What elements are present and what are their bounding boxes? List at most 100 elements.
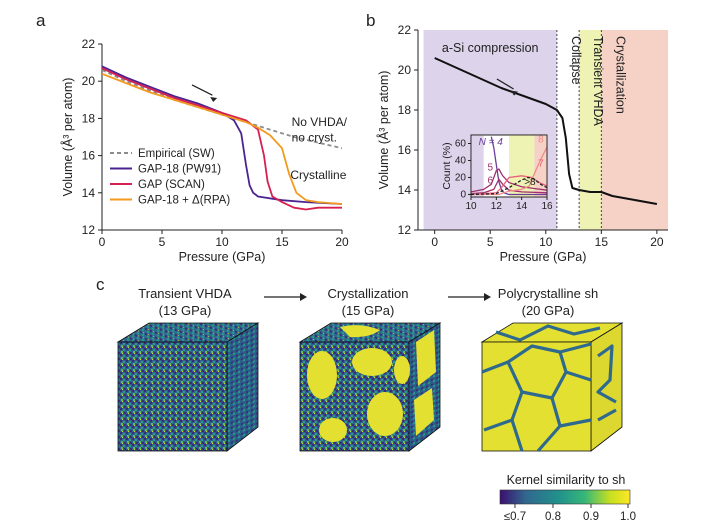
series-line-gap-scan- (102, 67, 342, 211)
stage-2-subtitle: (15 GPa) (342, 303, 395, 318)
colorbar-tick-label: 0.9 (583, 511, 599, 523)
inset-border (470, 134, 548, 198)
panel-b-plot: 0 5 10 15 20 12 14 16 18 20 22 Pressure (GPa) Volume… (376, 23, 668, 264)
panel-a-plot: 0 5 10 15 20 12 14 16 18 20 22 Pressure (GPa) Volume… (60, 37, 349, 264)
legend-label: Empirical (SW) (138, 148, 215, 160)
colorbar-title: Kernel similarity to sh (507, 473, 626, 487)
volume-curve (434, 57, 658, 205)
region-label-crystallization: Crystallization (613, 36, 627, 114)
y-tick-label: 22 (82, 37, 96, 51)
inset-content (471, 135, 547, 197)
legend: Empirical (SW) GAP-18 (PW91) GAP (SCAN) GAP… (110, 148, 230, 207)
inset-y-tick-label: 40 (455, 155, 467, 166)
colorbar-tick-label: 1.0 (620, 511, 636, 523)
inset-series-n-8 (471, 146, 547, 196)
x-tick-label: 0 (99, 235, 106, 249)
inset-region-compression (471, 135, 484, 197)
y-tick-label: 20 (398, 63, 412, 77)
y-tick-label: 18 (398, 103, 412, 117)
y-tick-label: 16 (82, 149, 96, 163)
panel-a-series (102, 65, 342, 211)
y-axis-label: Volume (Å³ per atom) (60, 78, 75, 197)
panel-letter-c: c (96, 275, 105, 294)
inset-y-tick-label: 0 (460, 189, 466, 200)
region-label-collapse: Collapse (569, 36, 583, 85)
annotation-no-vhda: No VHDA/ (292, 115, 348, 129)
y-tick-label: 16 (398, 143, 412, 157)
y-tick-label: 14 (398, 183, 412, 197)
stage-1-subtitle: (13 GPa) (159, 303, 212, 318)
y-tick-label: 12 (398, 223, 412, 237)
inset-x-tick-label: 10 (465, 201, 477, 212)
y-tick-label: 18 (82, 111, 96, 125)
stage-arrow-1 (264, 293, 307, 301)
regions (423, 30, 668, 230)
stage-3-title: Polycrystalline sh (498, 286, 598, 301)
stage-1-title: Transient VHDA (138, 286, 232, 301)
inset-series-label: 7 (538, 158, 544, 169)
x-tick-label: 20 (650, 235, 664, 249)
x-tick-label: 10 (215, 235, 229, 249)
region-label-transient-vhda: Transient VHDA (591, 36, 605, 127)
annotation-no-cryst: no cryst. (292, 131, 337, 145)
inset-series-n-5 (471, 168, 547, 193)
inset-x-tick-label: 16 (541, 201, 553, 212)
region-a-si-compression (423, 30, 557, 230)
colorbar-tick-label: 0.8 (545, 511, 561, 523)
direction-arrowhead (210, 96, 218, 102)
inset-series-label: 5 (487, 163, 493, 174)
x-tick-label: 0 (431, 235, 438, 249)
colorbar-tick-label: ≤0.7 (504, 511, 526, 523)
colorbar-gradient (499, 489, 631, 505)
legend-label: GAP-18 + Δ(RPA) (138, 195, 230, 207)
inset-series-n-gt8 (471, 176, 547, 196)
inset-series-label: 6 (487, 175, 493, 186)
inset-series-n-4 (490, 136, 547, 196)
inset-y-tick-label: 60 (455, 138, 467, 149)
x-axis-label: Pressure (GPa) (179, 250, 266, 264)
panel-letter-a: a (36, 11, 46, 30)
annotation-crystalline: Crystalline (290, 168, 346, 182)
inset-series-label: 8 (538, 135, 544, 146)
direction-arrow (191, 84, 213, 96)
cube-transient-vhda (116, 322, 260, 452)
legend-label: GAP (SCAN) (138, 179, 205, 191)
y-tick-label: 12 (82, 223, 96, 237)
inset-x-tick-label: 12 (491, 201, 503, 212)
series-line-gap-18-rpa- (102, 72, 342, 205)
direction-arrowhead (511, 90, 518, 96)
stage-2-title: Crystallization (328, 286, 409, 301)
inset-y-axis-label: Count (%) (441, 142, 453, 189)
region-collapse (556, 30, 580, 230)
legend-label: GAP-18 (PW91) (138, 164, 221, 176)
region-label-compression: a-Si compression (442, 41, 539, 55)
direction-arrow (496, 78, 514, 90)
inset-x-tick-label: 14 (516, 201, 528, 212)
stage-arrow-2 (448, 293, 491, 301)
inset-y-tick-label: 20 (455, 172, 467, 183)
x-tick-label: 5 (487, 235, 494, 249)
region-transient-vhda (579, 30, 602, 230)
panel-c-structures: Transient VHDA (13 GPa) Crystallization … (116, 286, 636, 523)
inset-series-n-6 (471, 177, 547, 195)
stage-3-subtitle: (20 GPa) (522, 303, 575, 318)
x-tick-label: 15 (275, 235, 289, 249)
y-tick-label: 20 (82, 74, 96, 88)
x-tick-label: 15 (595, 235, 609, 249)
colorbar-ticks (514, 504, 629, 508)
cube-crystallization (298, 322, 442, 452)
y-axis-label: Volume (Å³ per atom) (376, 71, 391, 190)
series-line-gap-18-pw91- (102, 65, 342, 205)
cube-polycrystalline-sh (480, 322, 624, 453)
x-tick-label: 5 (159, 235, 166, 249)
panel-letter-b: b (366, 11, 375, 30)
x-axis-label: Pressure (GPa) (500, 250, 587, 264)
x-tick-label: 20 (335, 235, 349, 249)
y-tick-label: 14 (82, 186, 96, 200)
y-tick-label: 22 (398, 23, 412, 37)
inset-series-label: N = 4 (479, 137, 504, 148)
x-tick-label: 10 (539, 235, 553, 249)
inset-series-label: >8 (524, 177, 536, 188)
